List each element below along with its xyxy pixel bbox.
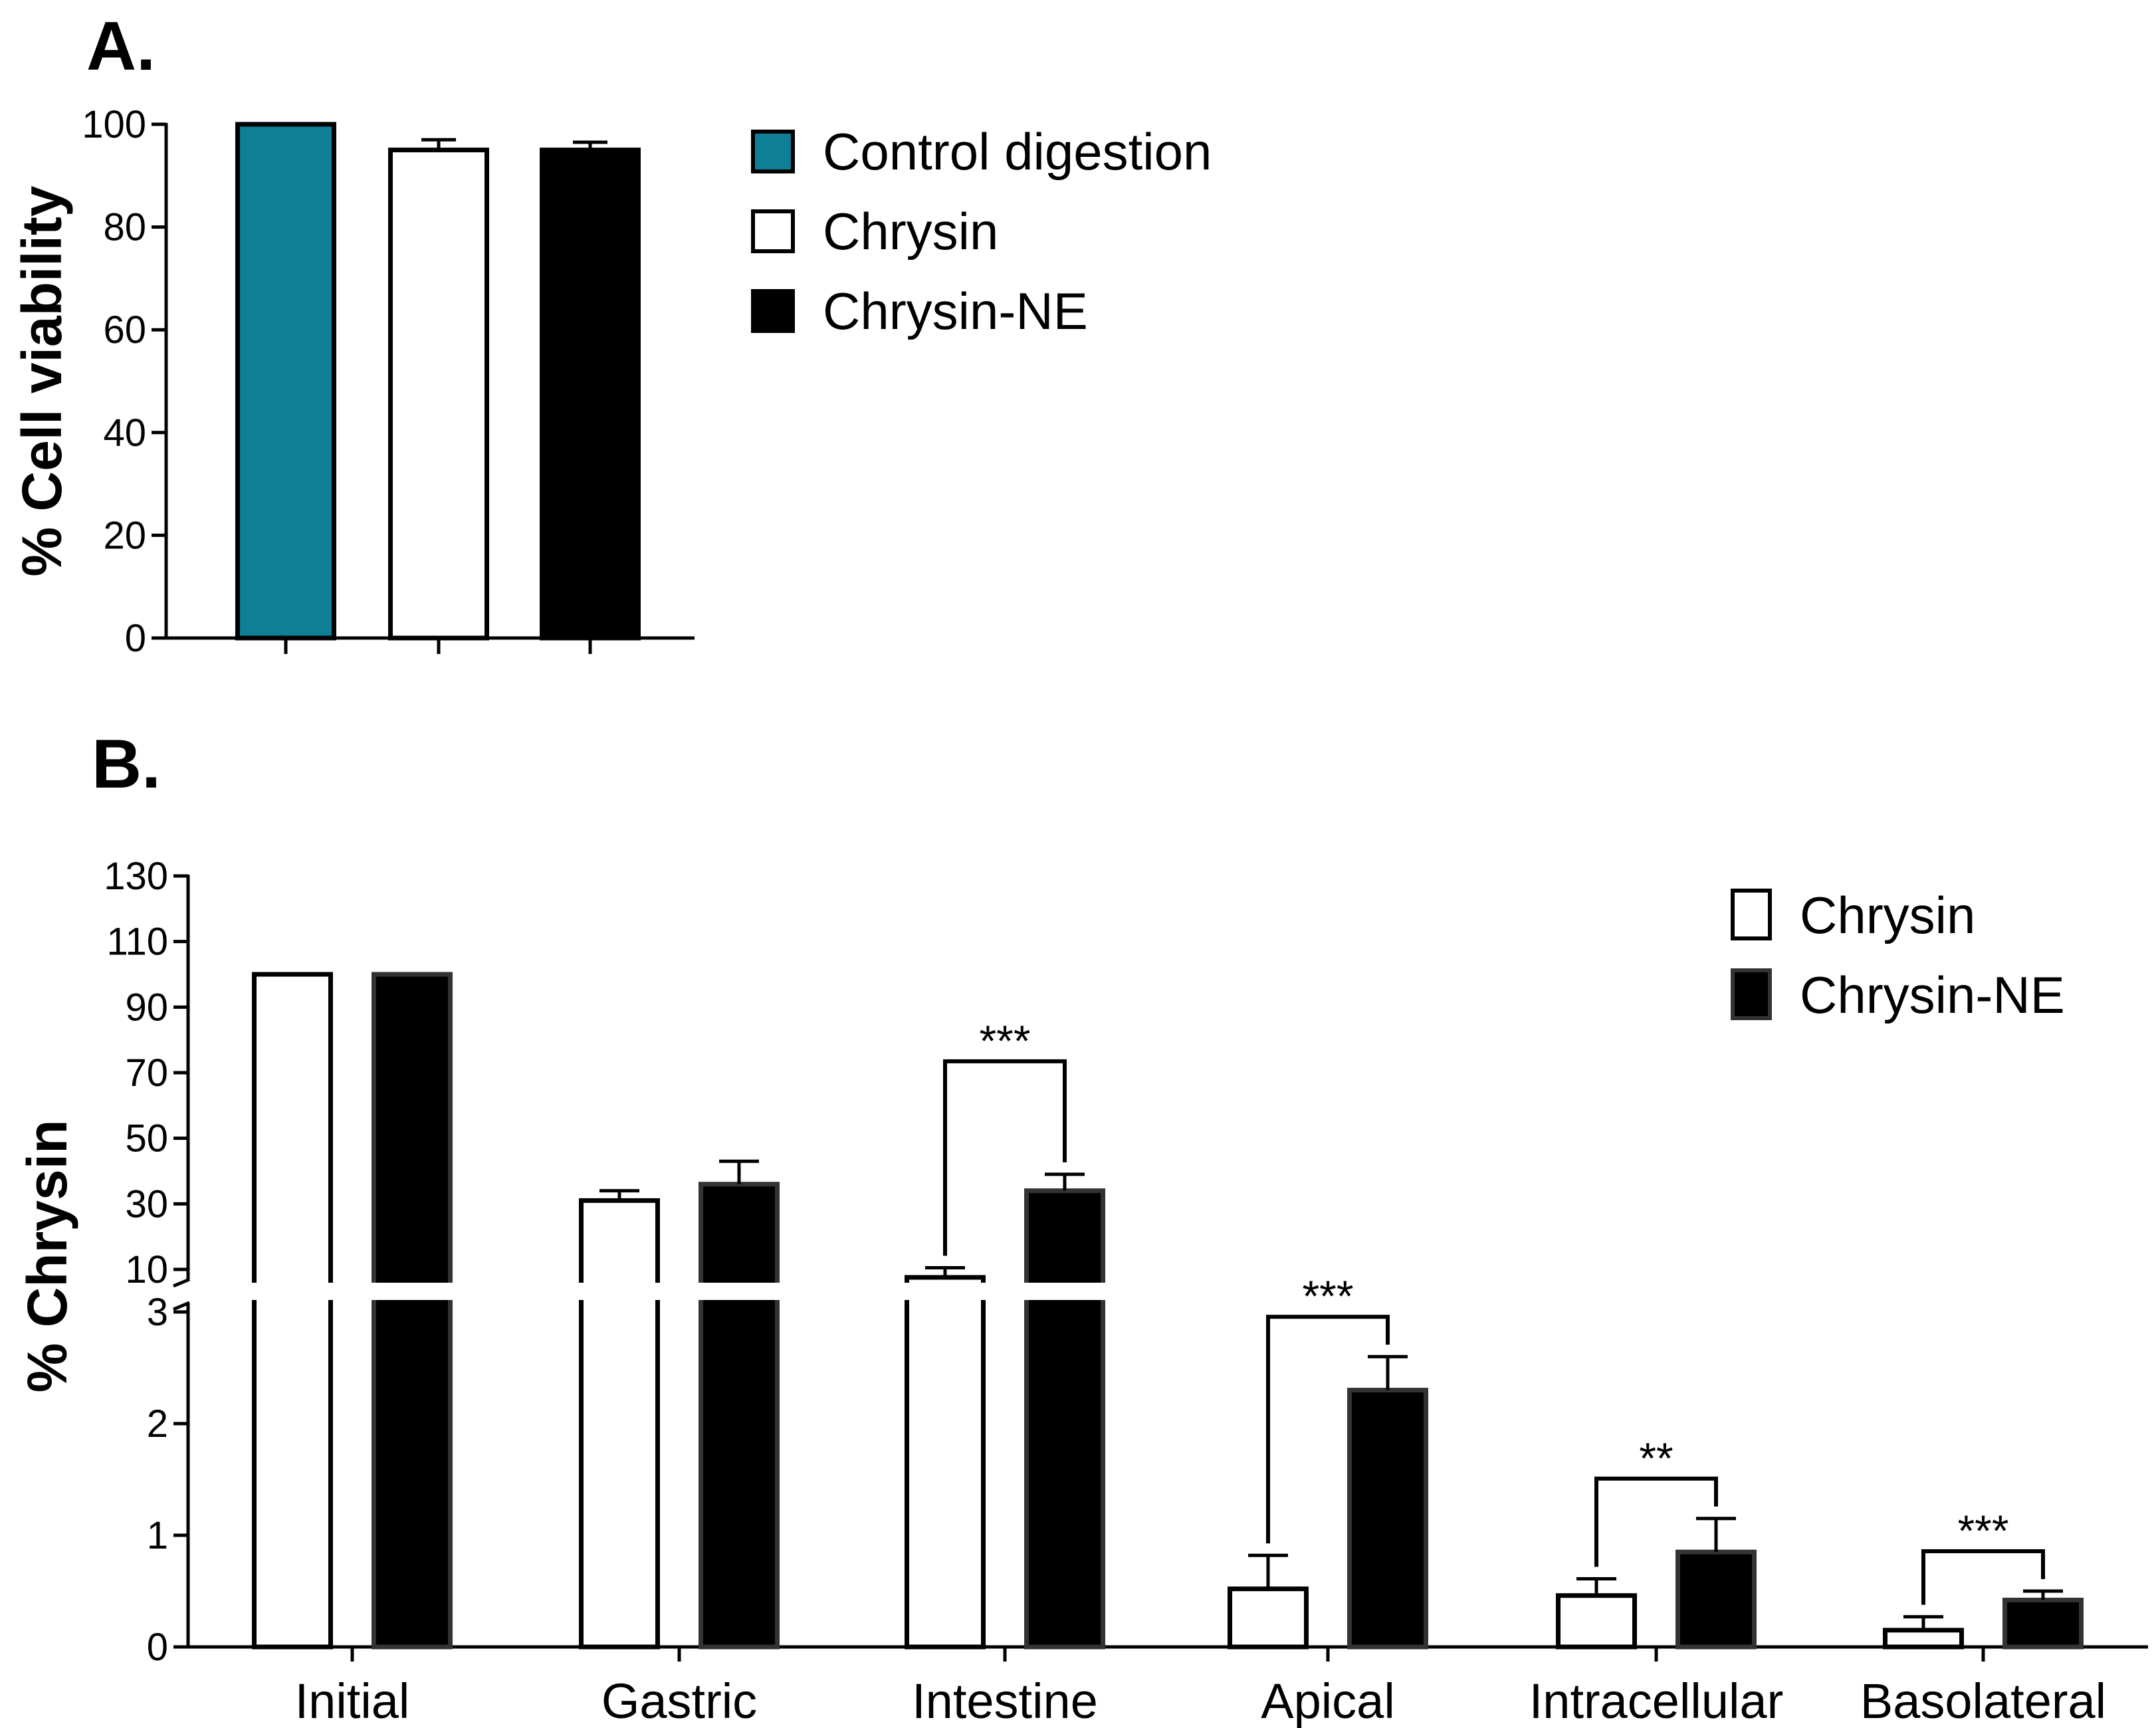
legend-label-chrysin: Chrysin: [823, 202, 998, 261]
bar-chrysin: [388, 148, 489, 641]
significance-bracket: [1921, 1549, 2045, 1605]
bar-chrysin-intracellular: [1556, 1593, 1637, 1650]
bar-chrysin-ne-initial: [372, 972, 453, 1650]
x-tick-label-intracellular: Intracellular: [1529, 1674, 1784, 1728]
panel-a-label: A.: [86, 8, 156, 85]
x-tick-label-initial: Initial: [295, 1674, 410, 1728]
y-tick-label: 100: [82, 103, 146, 146]
x-tick-label-apical: Apical: [1261, 1674, 1395, 1728]
y-tick-label: 40: [103, 411, 146, 455]
significance-bracket: [1594, 1476, 1718, 1567]
bar-chrysin-gastric: [579, 1198, 660, 1650]
x-tick-label-basolateral: Basolateral: [1860, 1674, 2106, 1728]
legend-swatch-chrysin: [1731, 889, 1772, 940]
y-tick-label: 70: [125, 1051, 168, 1095]
legend-label-control-digestion: Control digestion: [823, 122, 1212, 181]
axis-break-mark: [173, 1277, 190, 1288]
y-tick-label: 130: [104, 855, 168, 898]
y-tick-label: 110: [107, 920, 168, 964]
bar-chrysin-apical: [1228, 1586, 1309, 1650]
y-tick-label: 20: [103, 514, 146, 557]
bar-control-digestion: [235, 122, 336, 641]
y-tick-label: 0: [147, 1626, 168, 1669]
y-tick-label: 50: [125, 1117, 168, 1160]
legend-swatch-control-digestion: [751, 130, 795, 173]
bar-chrysin-ne: [540, 148, 641, 641]
y-tick-label: 1: [147, 1514, 168, 1557]
bar-chrysin-ne-gastric: [699, 1182, 780, 1650]
bar-chrysin-initial: [252, 972, 333, 1650]
axis-break-gap: [190, 1283, 2150, 1300]
y-tick-label: 60: [103, 308, 146, 352]
significance-bracket: [1266, 1315, 1390, 1544]
y-tick-label: 2: [147, 1402, 168, 1446]
legend-label-chrysin-ne: Chrysin-NE: [823, 282, 1088, 340]
significance-label: **: [1639, 1434, 1673, 1483]
y-tick-label: 0: [125, 617, 146, 660]
significance-label: ***: [1302, 1271, 1353, 1321]
y-tick-label: 3: [147, 1291, 168, 1334]
chart-a: 0 20 40 60 80 100% Cell viability Control dige…: [11, 103, 1212, 660]
x-tick-label-gastric: Gastric: [601, 1674, 757, 1728]
chart-b: 10 30 50 70 90 110 130 0 1 2 3 % Chrysin Initial Gast…: [16, 855, 2150, 1728]
legend-label-chrysin-ne: Chrysin-NE: [1800, 966, 2065, 1024]
bar-chrysin-ne-intestine: [1024, 1188, 1105, 1650]
bar-chrysin-basolateral: [1883, 1628, 1964, 1650]
panel-b-label: B.: [92, 726, 161, 803]
legend-label-chrysin: Chrysin: [1800, 886, 1975, 944]
y-tick-label: 90: [125, 986, 168, 1029]
bar-chrysin-ne-apical: [1347, 1388, 1428, 1650]
significance-label: ***: [1957, 1506, 2008, 1555]
y-tick-label: 80: [103, 206, 146, 249]
legend-swatch-chrysin-ne: [751, 289, 795, 333]
legend-swatch-chrysin: [751, 209, 795, 253]
axis-break-mark: [173, 1301, 190, 1311]
significance-bracket: [943, 1059, 1067, 1256]
y-tick-label: 30: [125, 1182, 168, 1226]
significance-label: ***: [979, 1016, 1030, 1065]
legend-swatch-chrysin-ne: [1731, 968, 1772, 1020]
y-axis-title: % Cell viability: [11, 185, 73, 576]
y-tick-label: 10: [125, 1248, 168, 1291]
x-tick-label-intestine: Intestine: [912, 1674, 1098, 1728]
bar-chrysin-ne-intracellular: [1675, 1549, 1757, 1650]
y-axis-title: % Chrysin: [16, 1120, 78, 1393]
bar-chrysin-ne-basolateral: [2002, 1597, 2084, 1650]
bar-chrysin-intestine: [905, 1275, 986, 1650]
